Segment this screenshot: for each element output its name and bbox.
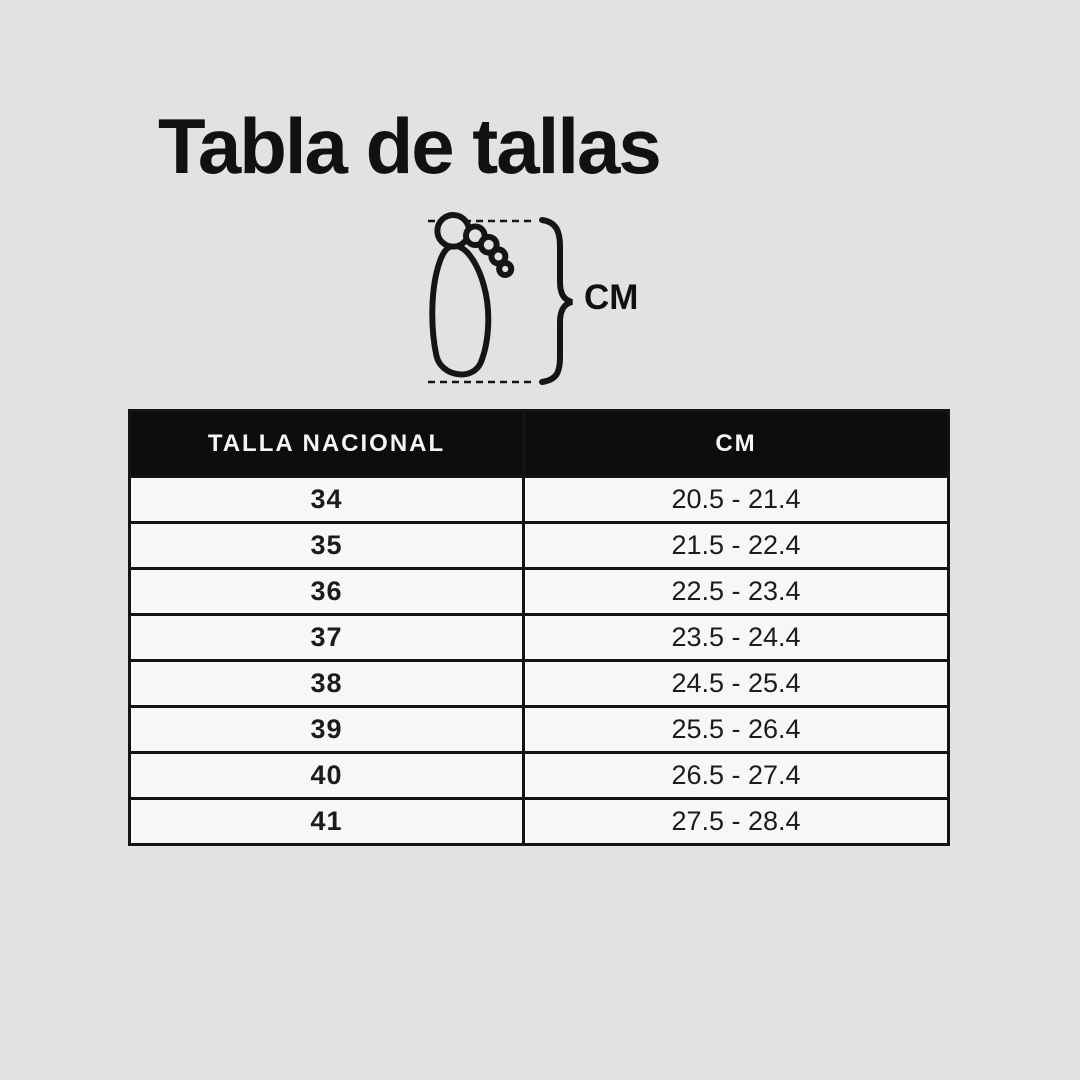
cm-range: 26.5 - 27.4 (522, 751, 950, 800)
size-value: 35 (128, 521, 525, 570)
foot-sole-icon (428, 212, 573, 385)
table-row: 38 24.5 - 25.4 (128, 659, 950, 708)
size-value: 40 (128, 751, 525, 800)
cm-range: 24.5 - 25.4 (522, 659, 950, 708)
size-value: 37 (128, 613, 525, 662)
table-row: 34 20.5 - 21.4 (128, 475, 950, 524)
table-row: 39 25.5 - 26.4 (128, 705, 950, 754)
cm-range: 22.5 - 23.4 (522, 567, 950, 616)
page-title: Tabla de tallas (158, 102, 662, 190)
unit-label: CM (584, 278, 639, 317)
table-row: 41 27.5 - 28.4 (128, 797, 950, 846)
cm-range: 25.5 - 26.4 (522, 705, 950, 754)
measurement-brace (539, 217, 573, 385)
size-value: 38 (128, 659, 525, 708)
size-value: 34 (128, 475, 525, 524)
size-value: 41 (128, 797, 525, 846)
foot-measurement-graphic: CM (418, 206, 678, 398)
foot-outline (429, 212, 515, 378)
table-header-row: TALLA NACIONAL CM (128, 409, 950, 478)
cm-range: 27.5 - 28.4 (522, 797, 950, 846)
cm-range: 20.5 - 21.4 (522, 475, 950, 524)
table-row: 40 26.5 - 27.4 (128, 751, 950, 800)
table-row: 36 22.5 - 23.4 (128, 567, 950, 616)
column-header-cm: CM (522, 409, 950, 478)
size-value: 39 (128, 705, 525, 754)
table-row: 37 23.5 - 24.4 (128, 613, 950, 662)
cm-range: 21.5 - 22.4 (522, 521, 950, 570)
table-row: 35 21.5 - 22.4 (128, 521, 950, 570)
size-value: 36 (128, 567, 525, 616)
size-table: TALLA NACIONAL CM 34 20.5 - 21.4 35 21.5… (128, 409, 950, 846)
column-header-talla-nacional: TALLA NACIONAL (128, 409, 525, 478)
cm-range: 23.5 - 24.4 (522, 613, 950, 662)
